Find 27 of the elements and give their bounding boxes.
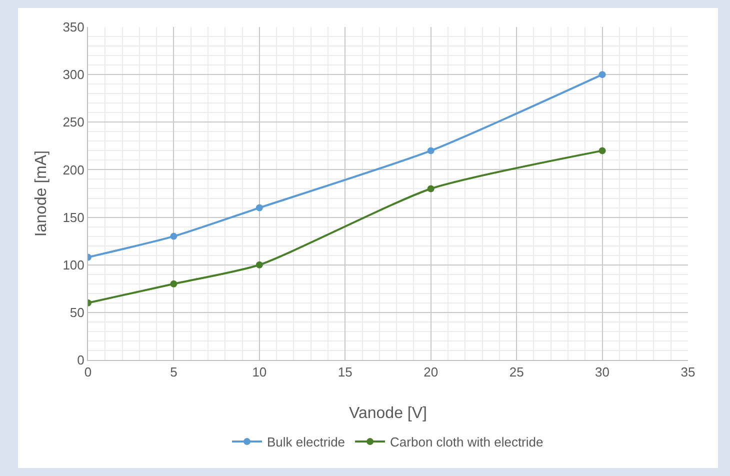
point [170,232,178,240]
point [598,71,606,78]
x-tick-label: 20 [424,364,438,380]
y-tick-label: 250 [62,114,84,130]
legend-label: Carbon cloth with electride [390,434,544,450]
point [598,147,606,154]
y-tick-label: 150 [62,210,84,225]
point [256,261,263,268]
point [256,204,263,212]
x-tick-label: 5 [170,364,178,380]
y-tick-label: 100 [62,257,84,272]
y-tick-label: 50 [70,304,84,320]
x-tick-label: 15 [338,364,352,380]
y-tick-label: 0 [77,352,84,368]
x-axis-title: Vanode [V] [349,405,427,422]
y-tick-label: 350 [62,20,84,35]
point [427,147,434,154]
x-tick-label: 35 [680,364,696,380]
x-tick-label: 10 [252,364,267,380]
y-tick-label: 200 [62,162,84,178]
x-tick-label: 30 [595,364,610,380]
y-tick-label: 300 [62,67,84,82]
point [427,185,434,192]
legend-label: Bulk electride [267,434,346,450]
point [170,280,178,288]
x-tick-label: 25 [509,364,524,380]
y-axis-title: Ianode [mA] [33,150,50,237]
